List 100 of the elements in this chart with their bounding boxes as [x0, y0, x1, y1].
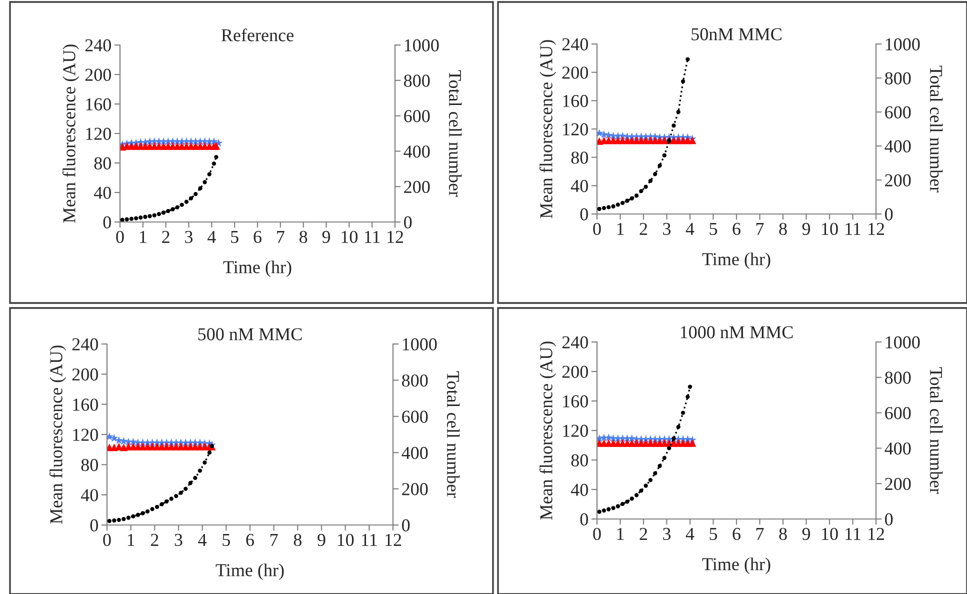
point [131, 514, 136, 518]
y2-tick-label: 200 [404, 180, 430, 194]
x-tick-label: 9 [802, 222, 810, 236]
point [136, 512, 140, 517]
y2-tick-label: 400 [404, 145, 430, 158]
x-tick-label: 1 [140, 230, 146, 243]
x-tick-label: 10 [822, 222, 838, 236]
point [686, 57, 690, 62]
point [174, 494, 178, 498]
y-tick-label: 160 [73, 398, 98, 411]
y2-tick-label: 1000 [404, 39, 439, 52]
y2-tick-label: 800 [885, 72, 911, 84]
point [212, 162, 216, 166]
point [112, 518, 116, 523]
point [611, 204, 616, 208]
x-tick-label: 8 [779, 222, 787, 236]
y-tick-label: 40 [94, 186, 111, 199]
y2-tick-label: 400 [402, 446, 428, 460]
y-tick-label: 160 [86, 98, 111, 110]
y2-axis-title: Total cell number [930, 66, 943, 192]
point [620, 200, 625, 206]
point [194, 192, 198, 196]
point [150, 506, 154, 512]
y2-tick-label: 400 [884, 442, 911, 455]
x-tick-label: 0 [593, 222, 601, 236]
y-tick-label: 200 [562, 66, 588, 79]
x-tick-label: 1 [617, 528, 624, 540]
x-tick-label: 7 [270, 534, 278, 546]
y2-tick-label: 1000 [402, 338, 437, 350]
y2-tick-label: 0 [402, 519, 410, 532]
point [178, 490, 183, 495]
x-tick-label: 5 [710, 223, 718, 236]
y-tick-label: 240 [562, 38, 588, 50]
point [170, 207, 175, 212]
point [145, 509, 150, 514]
point [138, 215, 143, 220]
x-tick-label: 12 [868, 222, 884, 235]
point [198, 468, 202, 473]
x-axis-title: Time (hr) [223, 260, 292, 277]
x-tick-label: 3 [174, 534, 182, 546]
point [154, 504, 160, 509]
chart-title: Reference [221, 28, 294, 42]
y-axis-title: Mean fluorescence (AU) [62, 44, 80, 223]
point [606, 507, 611, 512]
y2-tick-label: 600 [402, 410, 428, 423]
point [644, 184, 648, 189]
y-tick-label: 200 [72, 368, 98, 381]
point [662, 153, 667, 158]
point [616, 202, 620, 207]
point [688, 384, 692, 389]
x-tick-label: 4 [208, 230, 216, 243]
y2-tick-label: 800 [404, 74, 430, 87]
x-tick-label: 2 [162, 230, 170, 243]
point [676, 424, 680, 430]
y-tick-label: 160 [563, 94, 588, 108]
point [606, 205, 611, 210]
x-tick-label: 4 [686, 528, 694, 540]
y-tick-label: 0 [90, 519, 98, 532]
point [166, 208, 170, 214]
y-tick-label: 240 [562, 336, 588, 348]
point [214, 154, 218, 160]
x-tick-label: 7 [277, 231, 284, 243]
point [630, 196, 634, 200]
y2-tick-label: 1000 [886, 38, 920, 50]
point [160, 502, 164, 506]
chart-title: 1000 nM MMC [680, 326, 793, 338]
point [616, 504, 620, 508]
point [169, 496, 174, 501]
point [676, 110, 680, 114]
point [140, 511, 145, 516]
point [662, 456, 667, 460]
point [648, 478, 653, 482]
chart-title: 50nM MMC [692, 28, 782, 40]
x-tick-label: 5 [222, 534, 230, 546]
x-tick-label: 1 [128, 534, 134, 546]
point [658, 163, 662, 168]
point [644, 484, 648, 488]
point [602, 508, 606, 513]
point [129, 216, 134, 221]
point [639, 488, 644, 493]
x-tick-label: 7 [756, 528, 764, 540]
y-tick-label: 40 [570, 180, 588, 192]
x-tick-label: 2 [640, 528, 648, 540]
x-tick-label: 3 [663, 222, 671, 236]
point [120, 218, 124, 222]
y2-tick-label: 800 [402, 374, 428, 387]
point [148, 214, 152, 218]
y-tick-label: 40 [570, 484, 588, 496]
point [202, 180, 207, 184]
x-tick-label: 10 [342, 230, 358, 244]
point [193, 476, 198, 480]
point [164, 499, 169, 504]
y-axis-title: Mean fluorescence (AU) [539, 40, 556, 218]
point [634, 493, 639, 498]
x-tick-label: 10 [822, 528, 838, 540]
y2-tick-label: 800 [885, 372, 911, 384]
point [134, 216, 138, 220]
point [124, 217, 129, 222]
point [143, 214, 148, 219]
point [625, 500, 630, 504]
